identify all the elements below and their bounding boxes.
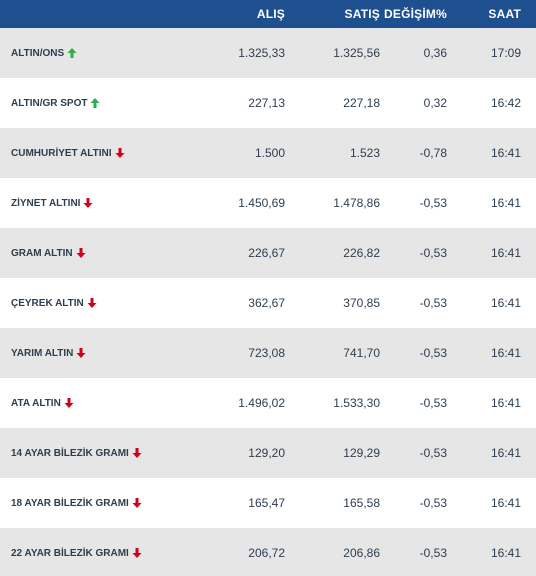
table-row[interactable]: ÇEYREK ALTIN 362,67 370,85 -0,53 16:41 [0, 278, 536, 328]
row-satis: 129,29 [343, 446, 380, 460]
arrow-down-icon [132, 497, 142, 509]
row-name[interactable]: YARIM ALTIN [0, 347, 205, 359]
row-saat: 16:41 [490, 446, 521, 460]
table-row[interactable]: GRAM ALTIN 226,67 226,82 -0,53 16:41 [0, 228, 536, 278]
row-name-label: ALTIN/ONS [11, 47, 65, 59]
row-saat: 16:41 [490, 396, 521, 410]
row-degisim: -0,53 [419, 496, 447, 510]
row-saat: 16:41 [490, 546, 521, 560]
row-saat: 16:41 [490, 196, 521, 210]
row-name-label: ÇEYREK ALTIN [11, 297, 84, 309]
table-row[interactable]: ATA ALTIN 1.496,02 1.533,30 -0,53 16:41 [0, 378, 536, 428]
header-alis[interactable]: ALIŞ [256, 7, 285, 21]
row-satis: 1.478,86 [333, 196, 380, 210]
row-name[interactable]: GRAM ALTIN [0, 247, 205, 259]
table-row[interactable]: ZİYNET ALTINI 1.450,69 1.478,86 -0,53 16:41 [0, 178, 536, 228]
table-row[interactable]: 18 AYAR BİLEZİK GRAMI 165,47 165,58 -0,53 16… [0, 478, 536, 528]
row-saat: 16:41 [490, 246, 521, 260]
row-saat: 16:41 [490, 346, 521, 360]
row-name-label: 18 AYAR BİLEZİK GRAMI [11, 497, 129, 509]
row-name[interactable]: 22 AYAR BİLEZİK GRAMI [0, 547, 205, 559]
row-alis: 165,47 [248, 496, 285, 510]
table-row[interactable]: 14 AYAR BİLEZİK GRAMI 129,20 129,29 -0,53 16… [0, 428, 536, 478]
arrow-down-icon [64, 397, 74, 409]
row-degisim: -0,53 [419, 246, 447, 260]
row-name-label: 14 AYAR BİLEZİK GRAMI [11, 447, 129, 459]
row-name-label: CUMHURİYET ALTINI [11, 147, 112, 159]
table-body: ALTIN/ONS 1.325,33 1.325,56 0,36 17:09 ALTIN/… [0, 28, 536, 576]
row-alis: 206,72 [248, 546, 285, 560]
arrow-up-icon [67, 47, 77, 59]
row-name[interactable]: 14 AYAR BİLEZİK GRAMI [0, 447, 205, 459]
table-row[interactable]: ALTIN/GR SPOT 227,13 227,18 0,32 16:42 [0, 78, 536, 128]
row-alis: 227,13 [248, 96, 285, 110]
arrow-down-icon [83, 197, 93, 209]
row-satis: 1.523 [349, 146, 380, 160]
table-header: ALIŞ SATIŞ DEĞİŞİM% SAAT [0, 0, 536, 28]
row-degisim: -0,53 [419, 396, 447, 410]
row-alis: 723,08 [248, 346, 285, 360]
row-saat: 17:09 [490, 46, 521, 60]
row-satis: 1.325,56 [333, 46, 380, 60]
row-name-label: YARIM ALTIN [11, 347, 74, 359]
row-degisim: -0,53 [419, 196, 447, 210]
row-name-label: ATA ALTIN [11, 397, 61, 409]
row-alis: 1.496,02 [238, 396, 285, 410]
header-satis[interactable]: SATIŞ [344, 7, 380, 21]
header-saat[interactable]: SAAT [488, 7, 521, 21]
row-name[interactable]: CUMHURİYET ALTINI [0, 147, 205, 159]
arrow-down-icon [115, 147, 125, 159]
row-alis: 129,20 [248, 446, 285, 460]
row-degisim: -0,78 [419, 146, 447, 160]
row-satis: 227,18 [343, 96, 380, 110]
arrow-down-icon [76, 347, 86, 359]
row-degisim: 0,32 [423, 96, 447, 110]
row-saat: 16:42 [490, 96, 521, 110]
row-name[interactable]: ATA ALTIN [0, 397, 205, 409]
row-alis: 1.325,33 [238, 46, 285, 60]
row-name[interactable]: ÇEYREK ALTIN [0, 297, 205, 309]
row-name[interactable]: 18 AYAR BİLEZİK GRAMI [0, 497, 205, 509]
row-name-label: GRAM ALTIN [11, 247, 73, 259]
table-row[interactable]: CUMHURİYET ALTINI 1.500 1.523 -0,78 16:41 [0, 128, 536, 178]
row-name-label: 22 AYAR BİLEZİK GRAMI [11, 547, 129, 559]
row-degisim: -0,53 [419, 346, 447, 360]
row-degisim: -0,53 [419, 446, 447, 460]
row-saat: 16:41 [490, 296, 521, 310]
row-satis: 165,58 [343, 496, 380, 510]
row-alis: 226,67 [248, 246, 285, 260]
arrow-down-icon [87, 297, 97, 309]
arrow-down-icon [132, 547, 142, 559]
row-satis: 1.533,30 [333, 396, 380, 410]
arrow-up-icon [90, 97, 100, 109]
row-name[interactable]: ALTIN/ONS [0, 47, 205, 59]
row-satis: 226,82 [343, 246, 380, 260]
row-degisim: 0,36 [423, 46, 447, 60]
row-satis: 370,85 [343, 296, 380, 310]
row-saat: 16:41 [490, 496, 521, 510]
row-saat: 16:41 [490, 146, 521, 160]
arrow-down-icon [76, 247, 86, 259]
row-alis: 1.500 [254, 146, 285, 160]
row-degisim: -0,53 [419, 546, 447, 560]
arrow-down-icon [132, 447, 142, 459]
row-satis: 206,86 [343, 546, 380, 560]
table-row[interactable]: 22 AYAR BİLEZİK GRAMI 206,72 206,86 -0,53 16… [0, 528, 536, 576]
row-name[interactable]: ALTIN/GR SPOT [0, 97, 205, 109]
row-name[interactable]: ZİYNET ALTINI [0, 197, 205, 209]
row-degisim: -0,53 [419, 296, 447, 310]
header-degisim[interactable]: DEĞİŞİM% [384, 7, 447, 21]
row-name-label: ZİYNET ALTINI [11, 197, 81, 209]
row-alis: 362,67 [248, 296, 285, 310]
row-alis: 1.450,69 [238, 196, 285, 210]
row-name-label: ALTIN/GR SPOT [11, 97, 88, 109]
table-row[interactable]: YARIM ALTIN 723,08 741,70 -0,53 16:41 [0, 328, 536, 378]
row-satis: 741,70 [343, 346, 380, 360]
table-row[interactable]: ALTIN/ONS 1.325,33 1.325,56 0,36 17:09 [0, 28, 536, 78]
